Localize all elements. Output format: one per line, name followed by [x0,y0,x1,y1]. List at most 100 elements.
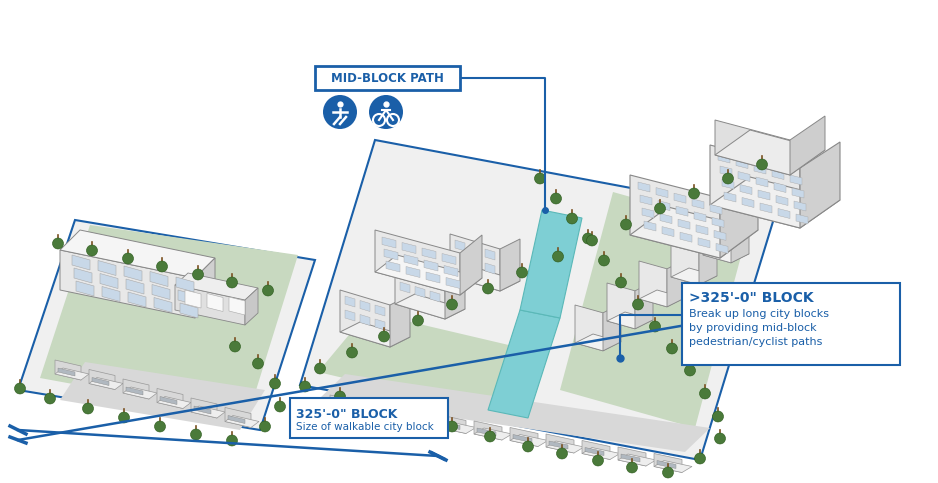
Polygon shape [546,441,584,453]
Circle shape [314,363,325,374]
Polygon shape [618,447,646,466]
Polygon shape [731,216,749,263]
Circle shape [598,255,610,266]
Polygon shape [549,441,568,449]
Polygon shape [340,322,410,347]
Polygon shape [426,272,440,283]
Polygon shape [176,277,194,292]
Polygon shape [450,234,500,291]
Circle shape [226,435,237,446]
Polygon shape [671,239,699,285]
Polygon shape [794,201,806,211]
Polygon shape [152,284,170,299]
Polygon shape [60,230,215,278]
Polygon shape [395,262,445,319]
Circle shape [369,95,403,129]
Text: by providing mid-block: by providing mid-block [689,323,817,333]
Polygon shape [772,170,784,180]
Polygon shape [474,421,502,440]
Text: >325'-0" BLOCK: >325'-0" BLOCK [689,291,813,305]
Polygon shape [366,401,394,421]
Polygon shape [175,273,258,300]
Polygon shape [402,408,430,427]
Polygon shape [123,387,157,399]
Polygon shape [360,314,370,326]
Polygon shape [674,193,686,203]
Polygon shape [455,254,465,265]
Polygon shape [692,199,704,209]
Polygon shape [384,249,398,260]
Circle shape [522,441,534,452]
Polygon shape [194,406,211,414]
Circle shape [14,383,25,394]
Polygon shape [667,260,685,307]
Polygon shape [699,238,717,285]
Circle shape [230,341,240,352]
Polygon shape [366,409,404,421]
Polygon shape [444,266,458,276]
Polygon shape [778,209,790,218]
Polygon shape [76,281,94,296]
Polygon shape [642,208,654,218]
Circle shape [53,238,64,249]
Polygon shape [330,395,358,414]
Polygon shape [742,198,754,208]
Polygon shape [546,434,574,453]
Polygon shape [400,282,410,293]
Polygon shape [790,116,825,175]
Circle shape [535,173,546,184]
Polygon shape [128,292,146,307]
Circle shape [757,159,767,170]
Polygon shape [792,188,804,198]
Polygon shape [470,244,480,256]
Polygon shape [738,171,750,182]
Polygon shape [703,217,731,263]
Circle shape [655,203,665,214]
Polygon shape [406,267,420,278]
Polygon shape [510,435,548,446]
Circle shape [252,358,264,369]
Polygon shape [340,290,390,347]
Polygon shape [60,250,195,318]
Circle shape [667,343,677,354]
Polygon shape [756,177,768,187]
Circle shape [269,378,280,389]
Polygon shape [640,195,652,205]
Circle shape [299,381,310,392]
Polygon shape [488,310,560,418]
Polygon shape [660,213,672,224]
Polygon shape [245,288,258,325]
Polygon shape [98,260,116,275]
Text: Size of walkable city block: Size of walkable city block [296,422,433,432]
Circle shape [379,331,389,342]
Circle shape [627,462,638,473]
Circle shape [649,321,660,332]
Polygon shape [776,196,788,205]
Circle shape [157,261,168,272]
Polygon shape [18,220,315,430]
Polygon shape [575,334,621,351]
Circle shape [446,299,458,310]
Polygon shape [575,305,603,351]
Circle shape [413,315,423,326]
Circle shape [586,235,598,246]
Polygon shape [315,66,460,90]
Polygon shape [485,249,495,260]
Circle shape [192,269,204,280]
Polygon shape [736,158,748,169]
Polygon shape [290,398,448,438]
Polygon shape [375,255,482,295]
Polygon shape [333,402,352,410]
Circle shape [632,299,643,310]
Polygon shape [644,221,656,231]
Polygon shape [386,261,400,272]
Polygon shape [698,238,710,248]
Polygon shape [758,190,770,200]
Polygon shape [639,290,685,307]
Polygon shape [656,187,668,198]
Text: Break up long city blocks: Break up long city blocks [689,309,829,319]
Polygon shape [55,368,89,380]
Polygon shape [450,266,520,291]
Circle shape [551,193,562,204]
Polygon shape [400,268,410,279]
